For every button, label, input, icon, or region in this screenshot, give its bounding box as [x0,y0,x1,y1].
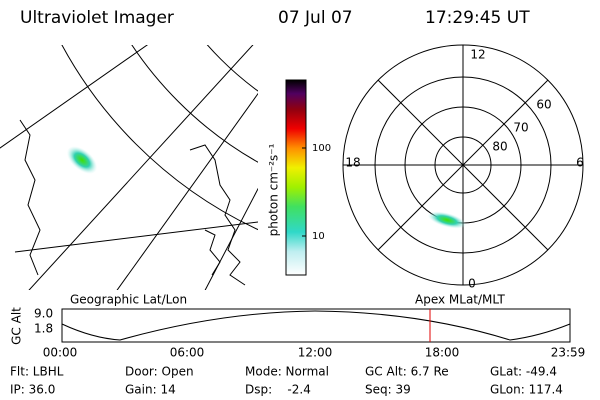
lat-line [14,221,258,253]
x-label: 06:00 [170,346,205,360]
altitude-curve [61,310,571,341]
polar-plot: 12 6 0 18 60 70 80 [342,44,584,291]
status-field: GLon: 117.4 [490,383,563,397]
timeline-label: Apex MLat/MLT [415,293,505,307]
status-field: Dsp: -2.4 [245,383,311,397]
mlt-label: 12 [470,48,485,62]
title: Ultraviolet Imager [20,8,174,28]
status-field: Door: Open [125,365,194,379]
meridian [0,45,149,149]
coastline [204,229,221,276]
meridian [28,45,254,290]
status-field: GLat: -49.4 [490,365,557,379]
x-label: 18:00 [425,346,460,360]
mlt-label: 0 [468,277,476,291]
lat-label: 70 [513,121,528,135]
meridian [204,187,258,290]
aurora [66,146,98,174]
aurora [427,211,467,229]
coastline [189,144,246,286]
lat-label: 60 [536,98,551,112]
status-field: Flt: LBHL [10,365,64,379]
y-label: 1.8 [34,322,53,336]
time: 17:29:45 UT [425,8,530,28]
axis-label: GC Alt [10,307,24,345]
colorbar-label: photon cm⁻²s⁻¹ [267,143,281,236]
coastline [19,119,41,276]
x-label: 00:00 [43,346,78,360]
status-field: GC Alt: 6.7 Re [365,365,449,379]
date: 07 Jul 07 [278,8,353,28]
status-field: Mode: Normal [245,365,329,379]
x-label: 23:59 [551,346,586,360]
timeline-frame [61,308,571,343]
y-label: 9.0 [34,307,53,321]
mlt-label: 18 [345,156,360,170]
status-field: Gain: 14 [125,383,176,397]
colorbar-tick-label: 10 [312,231,325,242]
colorbar [285,79,307,276]
status-field: IP: 36.0 [10,383,55,397]
geographic-map [0,0,600,290]
polar-axis [377,79,549,251]
lat-circle [131,45,258,163]
timeline: Geographic Lat/Lon Apex MLat/MLT GC Alt … [10,293,586,360]
status-field: Seq: 39 [365,383,411,397]
colorbar-tick-label: 100 [312,143,331,154]
meridian [116,92,258,290]
status-panel: Flt: LBHL Door: Open Mode: Normal GC Alt: 6… [10,365,563,397]
lat-label: 80 [492,140,507,154]
mlt-label: 6 [576,156,584,170]
x-label: 12:00 [298,346,333,360]
timeline-label: Geographic Lat/Lon [70,293,187,307]
lat-circle [190,0,600,90]
